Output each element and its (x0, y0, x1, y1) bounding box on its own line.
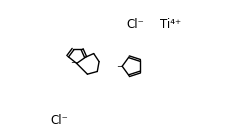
Text: Ti⁴⁺: Ti⁴⁺ (160, 18, 182, 31)
Text: −: − (116, 62, 122, 71)
Text: −: − (70, 58, 77, 67)
Text: Cl⁻: Cl⁻ (127, 18, 144, 31)
Text: Cl⁻: Cl⁻ (50, 114, 68, 127)
